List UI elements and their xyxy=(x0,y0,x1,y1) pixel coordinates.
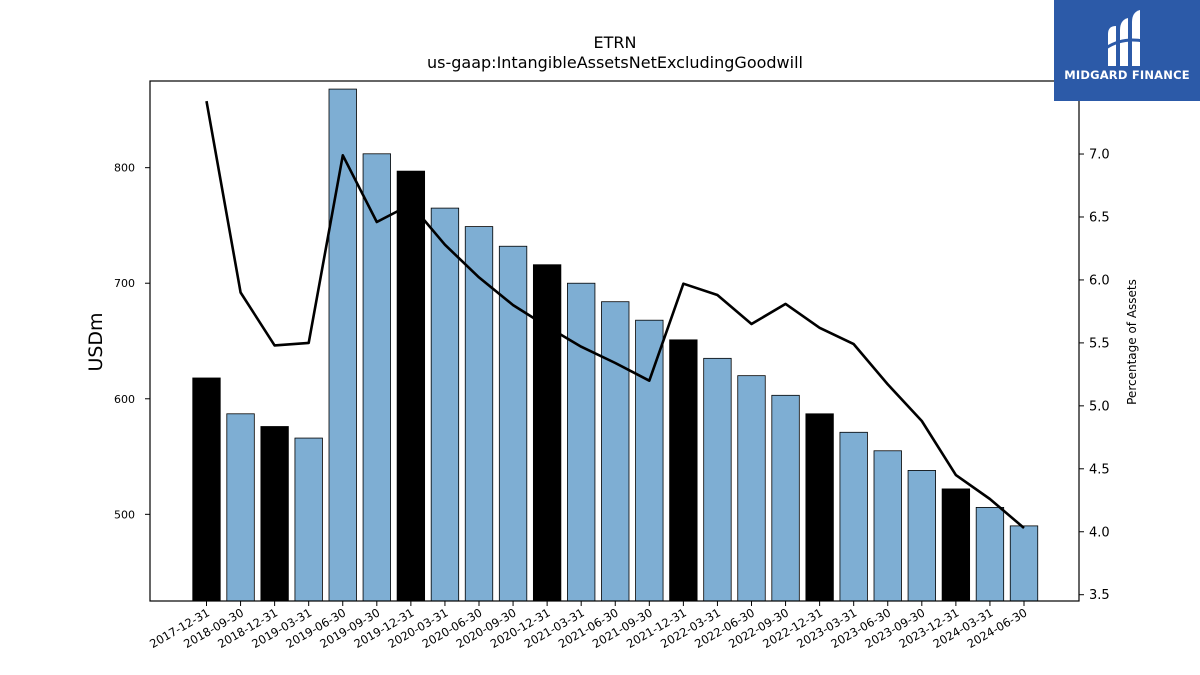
bar-2023-12-31 xyxy=(941,488,971,602)
y2-tick-label: 5.5 xyxy=(1089,336,1110,351)
bar-2023-03-31 xyxy=(839,431,868,602)
y2-tick-label: 3.5 xyxy=(1089,588,1110,603)
bar-2019-03-31 xyxy=(294,437,323,602)
y2-tick-label: 6.5 xyxy=(1089,210,1110,225)
bar-2020-03-31 xyxy=(430,207,460,602)
bars-layer xyxy=(192,88,1039,602)
y-tick-label: 800 xyxy=(114,162,135,175)
bar-2019-06-30 xyxy=(328,88,357,602)
bar-2017-12-31 xyxy=(192,377,221,602)
y-tick-label: 600 xyxy=(114,393,135,406)
y-tick-label: 500 xyxy=(114,508,135,521)
bar-2021-12-31 xyxy=(669,339,698,602)
bar-2021-06-30 xyxy=(601,301,630,602)
y-axis: 500 600 700 800 xyxy=(114,162,150,521)
line-layer xyxy=(205,100,1025,529)
bar-2022-09-30 xyxy=(771,394,800,602)
y-axis-label: USDm xyxy=(85,312,107,371)
bar-2021-09-30 xyxy=(635,319,664,602)
bar-2020-06-30 xyxy=(464,226,494,602)
y2-tick-label: 5.0 xyxy=(1089,399,1110,414)
logo-mark-icon xyxy=(1105,10,1149,66)
y2-tick-label: 4.5 xyxy=(1089,462,1110,477)
bar-2024-03-31 xyxy=(975,506,1005,602)
bar-2019-12-31 xyxy=(396,170,426,602)
bar-2023-06-30 xyxy=(873,450,902,602)
chart-title: ETRN xyxy=(594,33,637,52)
bar-2018-09-30 xyxy=(226,413,255,602)
bar-2023-09-30 xyxy=(907,470,936,602)
y2-tick-label: 6.0 xyxy=(1089,273,1110,288)
bar-2022-06-30 xyxy=(737,375,766,602)
plot-frame xyxy=(149,80,1080,602)
y2-axis-label: Percentage of Assets xyxy=(1125,279,1139,405)
midgard-finance-logo: MIDGARD FINANCE xyxy=(1054,0,1200,101)
bar-2021-03-31 xyxy=(567,282,596,602)
chart-subtitle: us-gaap:IntangibleAssetsNetExcludingGood… xyxy=(427,53,803,72)
y2-tick-label: 7.0 xyxy=(1089,148,1110,163)
y2-axis: 3.5 4.0 4.5 5.0 5.5 6.0 6.5 7.0 xyxy=(1079,148,1110,603)
percentage-line xyxy=(205,100,1025,529)
y2-tick-label: 4.0 xyxy=(1089,525,1110,540)
x-axis: 2017-12-312018-09-302018-12-312019-03-31… xyxy=(147,601,1030,651)
y-tick-label: 700 xyxy=(114,277,135,290)
bar-2018-12-31 xyxy=(260,426,289,602)
bar-2022-03-31 xyxy=(703,357,732,602)
bar-2019-09-30 xyxy=(362,153,391,602)
bar-2022-12-31 xyxy=(805,413,834,602)
bar-2020-12-31 xyxy=(532,264,562,602)
bar-2024-06-30 xyxy=(1009,525,1039,602)
bar-2020-09-30 xyxy=(498,245,528,602)
logo-text: MIDGARD FINANCE xyxy=(1064,68,1190,82)
